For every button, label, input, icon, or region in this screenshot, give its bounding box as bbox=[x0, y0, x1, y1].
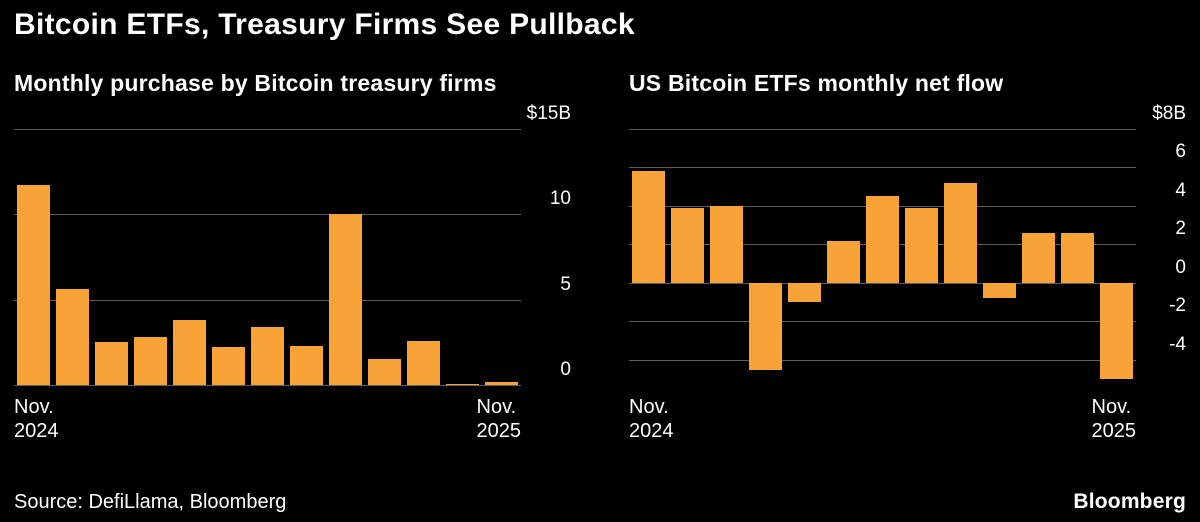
bar-aug-2025 bbox=[983, 282, 1016, 299]
bar-apr-2025 bbox=[827, 240, 860, 283]
gridline bbox=[629, 321, 1136, 323]
bar-oct-2025 bbox=[446, 384, 479, 386]
x-tick-line: 2024 bbox=[629, 420, 674, 442]
y-axis-tick-label: $8B bbox=[1152, 103, 1186, 124]
gridline bbox=[629, 282, 1136, 284]
bar-jul-2025 bbox=[944, 182, 977, 283]
bar-nov-2025 bbox=[1100, 282, 1133, 380]
chart-subtitle: US Bitcoin ETFs monthly net flow bbox=[629, 70, 1004, 96]
x-tick-line: 2024 bbox=[14, 420, 59, 442]
plot-area bbox=[629, 129, 1136, 385]
bar-jul-2025 bbox=[329, 214, 362, 385]
x-tick-line: Nov. bbox=[476, 396, 517, 418]
chart-etf-net-flow: US Bitcoin ETFs monthly net flow $8B 6 4 2 0… bbox=[629, 70, 1186, 445]
bar-nov-2025 bbox=[485, 382, 518, 385]
y-axis-tick-label: 2 bbox=[1175, 218, 1186, 240]
y-axis-tick-label: 0 bbox=[560, 359, 571, 380]
plot-wrapper: $8B 6 4 2 0 -2 -4 bbox=[629, 103, 1186, 385]
x-tick-line: Nov. bbox=[629, 396, 669, 418]
bar-oct-2025 bbox=[1061, 232, 1094, 283]
x-axis-label-end: Nov. 2025 bbox=[1092, 395, 1137, 443]
gridline bbox=[629, 167, 1136, 169]
footer: Source: DefiLlama, Bloomberg Bloomberg bbox=[14, 490, 1186, 514]
source-note: Source: DefiLlama, Bloomberg bbox=[14, 491, 287, 513]
page-title: Bitcoin ETFs, Treasury Firms See Pullbac… bbox=[14, 8, 635, 41]
bar-sep-2025 bbox=[407, 340, 440, 385]
bar-feb-2025 bbox=[134, 337, 167, 385]
bar-jan-2025 bbox=[95, 342, 128, 385]
x-axis-label-start: Nov. 2024 bbox=[14, 395, 59, 443]
y-axis-tick-label: -4 bbox=[1169, 333, 1186, 355]
bar-nov-2024 bbox=[632, 171, 665, 283]
x-axis: Nov. 2024 Nov. 2025 bbox=[629, 395, 1136, 445]
bar-nov-2024 bbox=[17, 185, 50, 385]
plot-area bbox=[14, 129, 521, 386]
bar-dec-2024 bbox=[56, 289, 89, 385]
y-axis-tick-label: 5 bbox=[560, 273, 571, 295]
y-axis-tick-labels: $8B 6 4 2 0 -2 -4 bbox=[1140, 103, 1186, 385]
gridline bbox=[629, 359, 1136, 361]
y-axis-tick-label: -2 bbox=[1169, 295, 1186, 317]
y-axis-tick-label: $15B bbox=[526, 103, 571, 124]
x-tick-line: 2025 bbox=[1091, 420, 1137, 442]
bloomberg-logo: Bloomberg bbox=[1073, 490, 1186, 513]
bar-jun-2025 bbox=[290, 345, 323, 385]
chart-treasury-purchases: Monthly purchase by Bitcoin treasury fir… bbox=[14, 70, 571, 445]
bar-may-2025 bbox=[251, 326, 284, 385]
bar-may-2025 bbox=[866, 196, 899, 283]
gridline bbox=[14, 129, 521, 130]
y-axis-tick-label: 4 bbox=[1175, 179, 1186, 201]
gridline bbox=[14, 214, 521, 216]
bar-feb-2025 bbox=[749, 282, 782, 370]
charts-row: Monthly purchase by Bitcoin treasury fir… bbox=[14, 70, 1186, 445]
bar-sep-2025 bbox=[1022, 232, 1055, 283]
x-tick-line: Nov. bbox=[1091, 396, 1132, 418]
bar-aug-2025 bbox=[368, 359, 401, 385]
y-axis-tick-label: 10 bbox=[549, 188, 571, 210]
x-axis-label-start: Nov. 2024 bbox=[629, 395, 674, 443]
y-axis-tick-label: 0 bbox=[1175, 256, 1186, 278]
bar-apr-2025 bbox=[212, 347, 245, 385]
chart-subtitle: Monthly purchase by Bitcoin treasury fir… bbox=[14, 70, 497, 96]
x-axis-label-end: Nov. 2025 bbox=[477, 395, 522, 443]
bar-mar-2025 bbox=[173, 320, 206, 385]
bar-mar-2025 bbox=[788, 282, 821, 303]
gridline bbox=[14, 299, 521, 301]
gridline bbox=[629, 129, 1136, 130]
bar-jun-2025 bbox=[905, 207, 938, 283]
plot-wrapper: $15B 10 5 0 bbox=[14, 103, 571, 386]
gridline bbox=[14, 385, 521, 386]
x-tick-line: Nov. bbox=[14, 396, 54, 418]
y-axis-tick-label: 6 bbox=[1175, 141, 1186, 163]
bar-jan-2025 bbox=[710, 205, 743, 283]
x-tick-line: 2025 bbox=[476, 420, 522, 442]
x-axis: Nov. 2024 Nov. 2025 bbox=[14, 395, 521, 445]
y-axis-tick-labels: $15B 10 5 0 bbox=[525, 103, 571, 385]
bar-dec-2024 bbox=[671, 207, 704, 283]
